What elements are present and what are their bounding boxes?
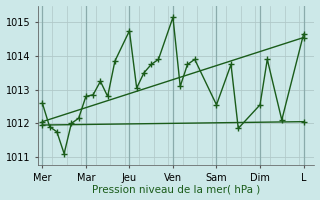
- X-axis label: Pression niveau de la mer( hPa ): Pression niveau de la mer( hPa ): [92, 184, 260, 194]
